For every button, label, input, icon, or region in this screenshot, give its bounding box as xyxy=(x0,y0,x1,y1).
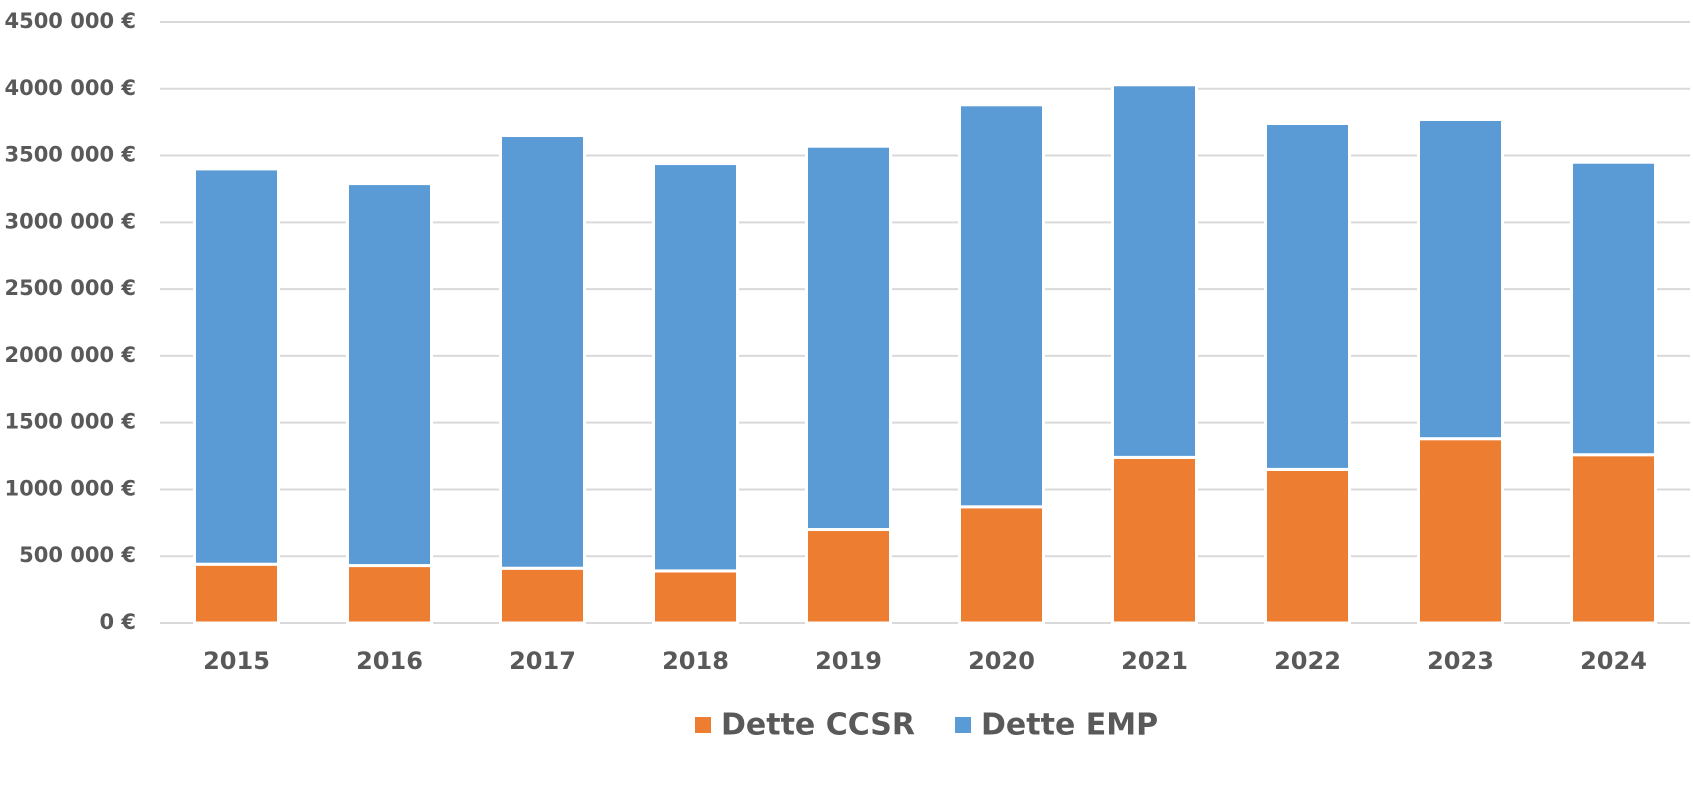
bar-segment xyxy=(1417,437,1504,625)
bar-segment xyxy=(1264,467,1351,625)
bar-segment xyxy=(499,134,586,570)
bar-segment xyxy=(1264,122,1351,471)
bar-segment xyxy=(193,167,280,566)
x-tick-label: 2021 xyxy=(1121,647,1188,675)
legend-swatch xyxy=(955,717,972,733)
x-tick-label: 2020 xyxy=(968,647,1035,675)
legend-label: Dette CCSR xyxy=(721,708,915,743)
bar-segment xyxy=(193,562,280,625)
bar-segment xyxy=(805,528,892,625)
bar-segment xyxy=(346,182,433,568)
bar-segment xyxy=(499,566,586,625)
y-tick-label: 1000 000 € xyxy=(4,476,136,500)
bar-segment xyxy=(346,564,433,625)
legend-label: Dette EMP xyxy=(981,708,1158,743)
y-tick-label: 3000 000 € xyxy=(4,209,136,233)
x-tick-label: 2024 xyxy=(1580,647,1647,675)
y-tick-label: 2000 000 € xyxy=(4,343,136,367)
y-tick-label: 500 000 € xyxy=(19,543,136,567)
y-tick-label: 4000 000 € xyxy=(4,76,136,100)
y-tick-label: 0 € xyxy=(99,610,136,634)
x-tick-label: 2017 xyxy=(509,647,576,675)
bar-segment xyxy=(1417,117,1504,441)
x-tick-label: 2018 xyxy=(662,647,729,675)
x-tick-label: 2015 xyxy=(203,647,270,675)
x-tick-label: 2016 xyxy=(356,647,423,675)
bar-segment xyxy=(1570,160,1657,457)
bar-segment xyxy=(958,505,1045,625)
x-tick-label: 2019 xyxy=(815,647,882,675)
y-tick-label: 2500 000 € xyxy=(4,276,136,300)
bar-segment xyxy=(1111,83,1198,459)
bar-segment xyxy=(805,144,892,532)
legend-swatch xyxy=(695,717,711,733)
y-tick-label: 1500 000 € xyxy=(4,410,136,434)
x-tick-label: 2022 xyxy=(1274,647,1341,675)
bar-segment xyxy=(652,569,739,625)
bar-segment xyxy=(1111,455,1198,625)
y-tick-label: 4500 000 € xyxy=(4,9,136,33)
bar-segment xyxy=(1570,453,1657,625)
bar-segment xyxy=(652,162,739,573)
bar-segment xyxy=(958,103,1045,509)
x-tick-label: 2023 xyxy=(1427,647,1494,675)
y-tick-label: 3500 000 € xyxy=(4,143,136,167)
